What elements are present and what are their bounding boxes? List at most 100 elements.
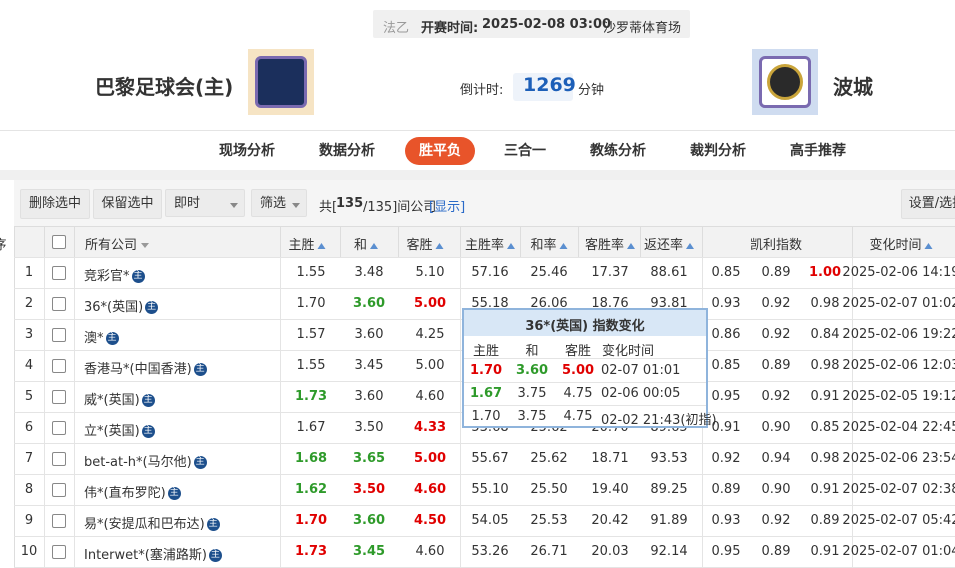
away-team: 波城 <box>833 75 873 99</box>
row-checkbox[interactable] <box>52 421 66 435</box>
row-checkbox[interactable] <box>52 266 66 280</box>
column-header[interactable]: 序 <box>0 234 7 253</box>
column-header[interactable]: 客胜率 <box>585 234 636 253</box>
company[interactable]: 竞彩官* 主 <box>84 269 145 284</box>
popup-odds: 3.75 <box>517 409 547 424</box>
popup-odds: 4.75 <box>563 409 593 424</box>
column-header[interactable]: 所有公司 <box>85 234 150 253</box>
popup-odds: 5.00 <box>561 363 595 378</box>
settings-button[interactable]: 设置/选择 <box>901 189 955 219</box>
row-divider <box>14 443 955 444</box>
kelly: 0.90 <box>761 482 791 497</box>
main-badge: 主 <box>141 425 155 438</box>
main-badge: 主 <box>167 487 181 500</box>
tab[interactable]: 高手推荐 <box>790 143 846 159</box>
company[interactable]: 香港马*(中国香港) 主 <box>84 362 207 377</box>
header-divider <box>640 226 641 257</box>
odds: 1.57 <box>296 327 326 342</box>
odds: 3.60 <box>354 389 384 404</box>
column-header[interactable]: 和 <box>354 234 379 253</box>
company[interactable]: 36*(英国) 主 <box>84 300 159 315</box>
kelly: 0.89 <box>761 358 791 373</box>
company[interactable]: 澳* 主 <box>84 331 119 346</box>
row-divider <box>14 288 955 289</box>
row-checkbox[interactable] <box>52 452 66 466</box>
company[interactable]: 易*(安提瓜和巴布达) 主 <box>84 517 220 532</box>
kelly: 0.85 <box>711 358 741 373</box>
tab[interactable]: 胜平负 <box>405 137 475 165</box>
column-header[interactable]: 主胜率 <box>465 234 516 253</box>
odds: 1.55 <box>296 265 326 280</box>
kelly: 0.92 <box>761 513 791 528</box>
rate: 20.42 <box>591 513 629 528</box>
column-header[interactable]: 客胜 <box>406 234 444 253</box>
main-badge: 主 <box>141 394 155 407</box>
odds: 4.60 <box>415 544 445 559</box>
row-divider <box>14 505 955 506</box>
row-checkbox[interactable] <box>52 328 66 342</box>
header-divider <box>398 226 399 257</box>
odds: 4.60 <box>413 482 447 497</box>
row-checkbox[interactable] <box>52 545 66 559</box>
venue: 沙罗蒂体育场 <box>603 21 682 36</box>
popup-row-divider <box>464 405 706 406</box>
sort-icon <box>370 242 379 249</box>
sort-icon <box>435 242 444 249</box>
count-prefix: 共[ <box>319 200 338 215</box>
row-checkbox[interactable] <box>52 390 66 404</box>
toolbar-button[interactable]: 保留选中 <box>93 189 162 219</box>
rate: 88.61 <box>650 265 688 280</box>
tab[interactable]: 现场分析 <box>219 143 275 159</box>
tab[interactable]: 三合一 <box>504 143 546 159</box>
company[interactable]: 立*(英国) 主 <box>84 424 155 439</box>
row-index: 7 <box>24 451 34 466</box>
tab[interactable]: 裁判分析 <box>690 143 746 159</box>
odds: 1.73 <box>294 544 328 559</box>
company[interactable]: 伟*(直布罗陀) 主 <box>84 486 181 501</box>
row-index: 5 <box>24 389 34 404</box>
popup-odds: 3.60 <box>515 363 549 378</box>
rate: 53.26 <box>471 544 509 559</box>
show-link[interactable]: [显示] <box>429 200 466 215</box>
column-header[interactable]: 和率 <box>530 234 568 253</box>
column-header[interactable]: 主胜 <box>288 234 326 253</box>
change-time: 2025-02-06 12:03 <box>842 358 955 373</box>
company[interactable]: Interwet*(塞浦路斯) 主 <box>84 548 222 563</box>
row-checkbox[interactable] <box>52 359 66 373</box>
row-checkbox[interactable] <box>52 483 66 497</box>
column-header[interactable]: 返还率 <box>644 234 695 253</box>
kelly: 0.91 <box>810 482 840 497</box>
divider <box>0 130 955 131</box>
home-logo <box>248 49 314 115</box>
change-time: 2025-02-07 05:42 <box>842 513 955 528</box>
odds: 1.55 <box>296 358 326 373</box>
rate: 18.76 <box>591 296 629 311</box>
row-checkbox[interactable] <box>52 514 66 528</box>
rate: 54.05 <box>471 513 509 528</box>
home-team: 巴黎足球会(主) <box>95 75 234 99</box>
odds: 4.25 <box>415 327 445 342</box>
odds: 1.67 <box>296 420 326 435</box>
odds: 3.45 <box>354 358 384 373</box>
row-checkbox[interactable] <box>52 297 66 311</box>
kelly: 0.89 <box>711 482 741 497</box>
column-header[interactable]: 变化时间 <box>869 234 933 253</box>
row-index: 8 <box>24 482 34 497</box>
tab[interactable]: 教练分析 <box>590 143 646 159</box>
header-checkbox[interactable] <box>52 235 66 249</box>
toolbar-button[interactable]: 删除选中 <box>20 189 90 219</box>
match-info-box <box>373 10 690 38</box>
column-header[interactable]: 凯利指数 <box>749 238 803 253</box>
table-frame <box>14 226 955 567</box>
countdown-box <box>513 73 573 101</box>
popup-odds: 1.67 <box>469 386 503 401</box>
company[interactable]: 威*(英国) 主 <box>84 393 155 408</box>
rate: 20.03 <box>591 544 629 559</box>
tab[interactable]: 数据分析 <box>319 143 375 159</box>
change-time: 2025-02-05 19:12 <box>842 389 955 404</box>
rate: 18.71 <box>591 451 629 466</box>
company[interactable]: bet-at-h*(马尔他) 主 <box>84 455 207 470</box>
odds: 3.48 <box>354 265 384 280</box>
rate: 25.62 <box>530 451 568 466</box>
rate: 26.71 <box>530 544 568 559</box>
